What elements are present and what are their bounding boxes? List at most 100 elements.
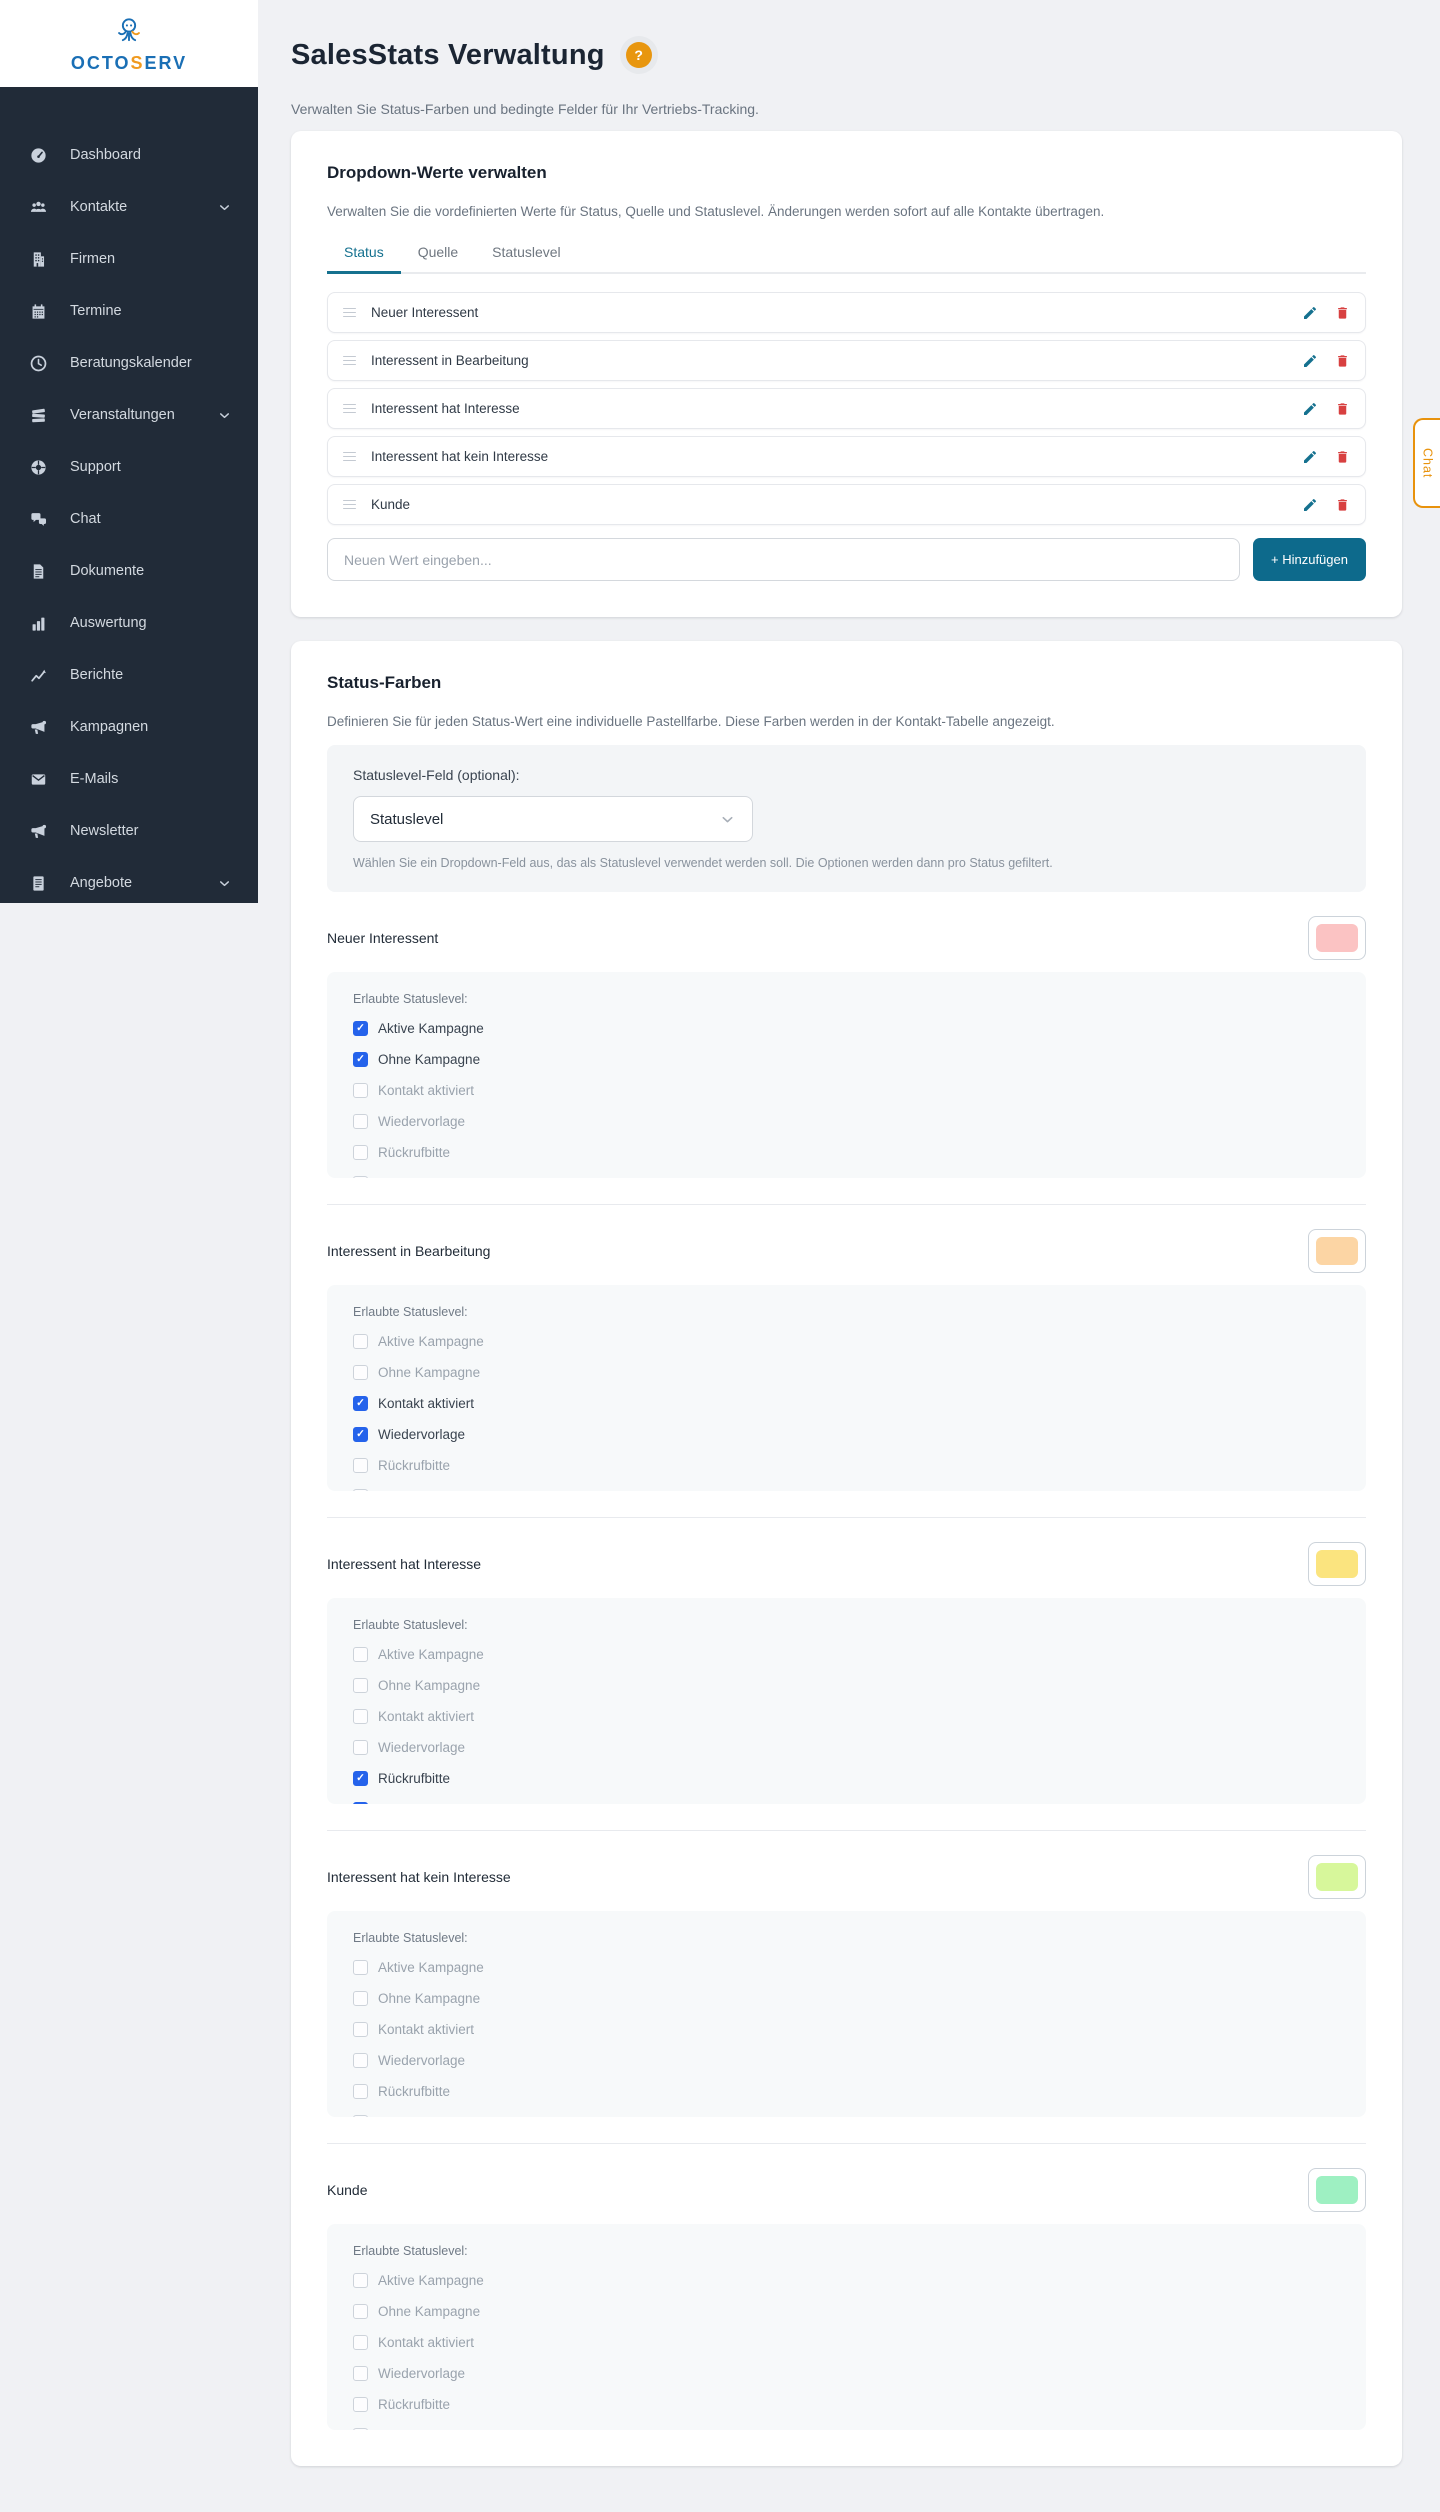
statuslevel-option-clipped[interactable]: [353, 1174, 1340, 1178]
edit-icon[interactable]: [1302, 305, 1318, 321]
checkbox[interactable]: [353, 2083, 368, 2099]
sidebar-item-angebote[interactable]: Angebote: [0, 857, 258, 903]
checkbox[interactable]: [353, 2365, 368, 2381]
edit-icon[interactable]: [1302, 353, 1318, 369]
sidebar-item-firmen[interactable]: Firmen: [0, 233, 258, 285]
statuslevel-option[interactable]: Kontakt aktiviert: [353, 1081, 1340, 1099]
statuslevel-option[interactable]: Wiedervorlage: [353, 2051, 1340, 2069]
statuslevel-select[interactable]: Statuslevel: [353, 796, 753, 842]
statuslevel-option[interactable]: Aktive Kampagne: [353, 1958, 1340, 1976]
drag-handle-icon[interactable]: [343, 355, 356, 366]
edit-icon[interactable]: [1302, 401, 1318, 417]
statuslevel-option-clipped[interactable]: [353, 2426, 1340, 2430]
statuslevel-option[interactable]: Wiedervorlage: [353, 2364, 1340, 2382]
checkbox[interactable]: [353, 2114, 368, 2117]
drag-handle-icon[interactable]: [343, 403, 356, 414]
color-swatch[interactable]: [1308, 2168, 1366, 2212]
sidebar-item-emails[interactable]: E-Mails: [0, 753, 258, 805]
drag-handle-icon[interactable]: [343, 307, 356, 318]
sidebar-item-beratungskalender[interactable]: Beratungskalender: [0, 337, 258, 389]
statuslevel-option-clipped[interactable]: [353, 1800, 1340, 1804]
statuslevel-option[interactable]: Ohne Kampagne: [353, 1989, 1340, 2007]
statuslevel-option[interactable]: Kontakt aktiviert: [353, 2333, 1340, 2351]
drag-handle-icon[interactable]: [343, 499, 356, 510]
checkbox[interactable]: [353, 2052, 368, 2068]
tab-quelle[interactable]: Quelle: [417, 244, 459, 260]
statuslevel-option[interactable]: Kontakt aktiviert: [353, 2020, 1340, 2038]
checkbox[interactable]: [353, 2272, 368, 2288]
checkbox[interactable]: [353, 1395, 368, 1411]
checkbox[interactable]: [353, 1488, 368, 1491]
checkbox[interactable]: [353, 1959, 368, 1975]
new-value-input[interactable]: [327, 538, 1240, 581]
sidebar-item-dashboard[interactable]: Dashboard: [0, 129, 258, 181]
color-swatch[interactable]: [1308, 916, 1366, 960]
sidebar-item-support[interactable]: Support: [0, 441, 258, 493]
checkbox[interactable]: [353, 1770, 368, 1786]
checkbox[interactable]: [353, 1677, 368, 1693]
checkbox[interactable]: [353, 1082, 368, 1098]
color-swatch[interactable]: [1308, 1542, 1366, 1586]
sidebar-item-veranstaltungen[interactable]: Veranstaltungen: [0, 389, 258, 441]
checkbox[interactable]: [353, 1426, 368, 1442]
checkbox[interactable]: [353, 1990, 368, 2006]
statuslevel-option[interactable]: Wiedervorlage: [353, 1738, 1340, 1756]
statuslevel-option[interactable]: Rückrufbitte: [353, 1769, 1340, 1787]
edit-icon[interactable]: [1302, 497, 1318, 513]
statuslevel-option[interactable]: Rückrufbitte: [353, 1456, 1340, 1474]
statuslevel-option-clipped[interactable]: [353, 2113, 1340, 2117]
checkbox[interactable]: [353, 1364, 368, 1380]
color-swatch[interactable]: [1308, 1855, 1366, 1899]
edit-icon[interactable]: [1302, 449, 1318, 465]
statuslevel-option[interactable]: Ohne Kampagne: [353, 1050, 1340, 1068]
sidebar-item-berichte[interactable]: Berichte: [0, 649, 258, 701]
sidebar-item-termine[interactable]: Termine: [0, 285, 258, 337]
sidebar-item-kampagnen[interactable]: Kampagnen: [0, 701, 258, 753]
checkbox[interactable]: [353, 1113, 368, 1129]
delete-icon[interactable]: [1335, 305, 1350, 321]
checkbox[interactable]: [353, 2427, 368, 2430]
statuslevel-option[interactable]: Ohne Kampagne: [353, 2302, 1340, 2320]
checkbox[interactable]: [353, 2303, 368, 2319]
sidebar-item-kontakte[interactable]: Kontakte: [0, 181, 258, 233]
checkbox[interactable]: [353, 1020, 368, 1036]
checkbox[interactable]: [353, 1708, 368, 1724]
sidebar-item-chat[interactable]: Chat: [0, 493, 258, 545]
delete-icon[interactable]: [1335, 353, 1350, 369]
statuslevel-option[interactable]: Ohne Kampagne: [353, 1363, 1340, 1381]
delete-icon[interactable]: [1335, 449, 1350, 465]
chat-tab[interactable]: Chat: [1413, 418, 1440, 508]
logo[interactable]: OCTOSERV: [0, 0, 258, 87]
statuslevel-option[interactable]: Aktive Kampagne: [353, 1645, 1340, 1663]
delete-icon[interactable]: [1335, 401, 1350, 417]
checkbox[interactable]: [353, 1646, 368, 1662]
drag-handle-icon[interactable]: [343, 451, 356, 462]
checkbox[interactable]: [353, 1144, 368, 1160]
checkbox[interactable]: [353, 1739, 368, 1755]
checkbox[interactable]: [353, 1051, 368, 1067]
statuslevel-option[interactable]: Kontakt aktiviert: [353, 1707, 1340, 1725]
checkbox[interactable]: [353, 1333, 368, 1349]
statuslevel-option[interactable]: Ohne Kampagne: [353, 1676, 1340, 1694]
statuslevel-option[interactable]: Rückrufbitte: [353, 1143, 1340, 1161]
checkbox[interactable]: [353, 1801, 368, 1804]
delete-icon[interactable]: [1335, 497, 1350, 513]
statuslevel-option[interactable]: Kontakt aktiviert: [353, 1394, 1340, 1412]
statuslevel-option[interactable]: Aktive Kampagne: [353, 1019, 1340, 1037]
add-value-button[interactable]: + Hinzufügen: [1253, 538, 1366, 581]
color-swatch[interactable]: [1308, 1229, 1366, 1273]
statuslevel-option[interactable]: Wiedervorlage: [353, 1425, 1340, 1443]
statuslevel-option[interactable]: Wiedervorlage: [353, 1112, 1340, 1130]
statuslevel-option[interactable]: Aktive Kampagne: [353, 2271, 1340, 2289]
checkbox[interactable]: [353, 2396, 368, 2412]
sidebar-item-newsletter[interactable]: Newsletter: [0, 805, 258, 857]
sidebar-item-dokumente[interactable]: Dokumente: [0, 545, 258, 597]
statuslevel-option[interactable]: Aktive Kampagne: [353, 1332, 1340, 1350]
checkbox[interactable]: [353, 1175, 368, 1178]
tab-statuslevel[interactable]: Statuslevel: [492, 244, 561, 260]
tab-status[interactable]: Status: [327, 234, 401, 274]
help-icon[interactable]: ?: [619, 36, 658, 74]
checkbox[interactable]: [353, 1457, 368, 1473]
sidebar-item-auswertung[interactable]: Auswertung: [0, 597, 258, 649]
checkbox[interactable]: [353, 2334, 368, 2350]
